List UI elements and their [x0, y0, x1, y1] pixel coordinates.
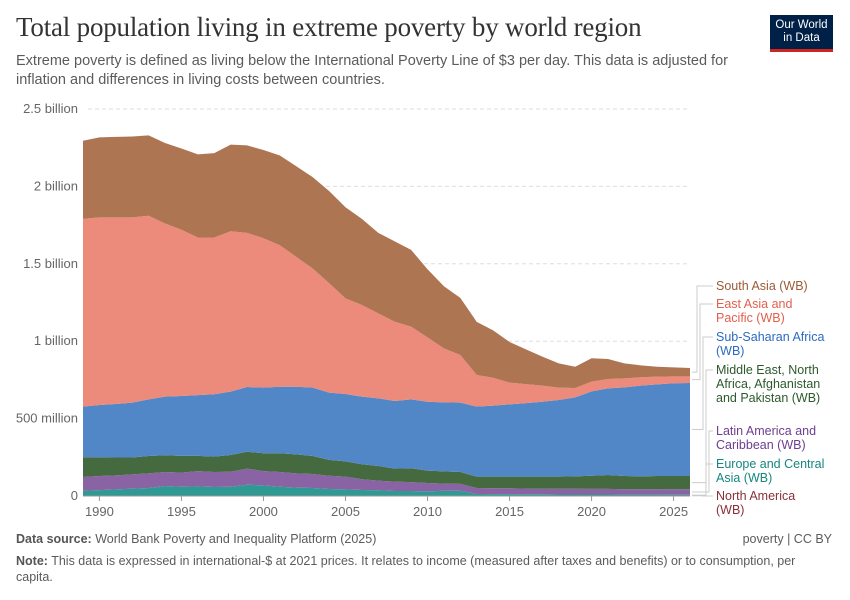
legend-connector — [692, 430, 713, 493]
owid-logo[interactable]: Our World in Data — [770, 15, 833, 52]
legend-label[interactable]: Latin America and Caribbean (WB) — [716, 424, 816, 452]
area-sub-saharan-africa-wb — [83, 382, 690, 477]
x-tick-label: 2005 — [331, 504, 360, 519]
y-tick-label: 0 — [71, 488, 78, 503]
legend-connector — [692, 303, 713, 381]
logo-line-1: Our World — [775, 19, 828, 31]
y-tick-label: 1.5 billion — [23, 256, 78, 271]
legend-connector — [692, 336, 713, 431]
x-tick-label: 2020 — [577, 504, 606, 519]
legend-label[interactable]: Middle East, North Africa, Afghanistan and… — [716, 363, 820, 405]
note-text: This data is expressed in international-… — [16, 554, 796, 584]
chart-subtitle: Extreme poverty is defined as living bel… — [16, 53, 728, 88]
area-east-asia-and-pacific-wb — [83, 215, 690, 407]
y-tick-label: 2.5 billion — [23, 101, 78, 116]
area-europe-and-central-asia-wb — [83, 484, 690, 496]
y-tick-label: 500 million — [16, 411, 78, 426]
area-latin-america-and-caribbean-wb — [83, 468, 690, 495]
y-tick-label: 2 billion — [34, 178, 78, 193]
area-middle-east-north-africa-afghanistan-and-pakistan-wb — [83, 451, 690, 490]
x-tick-label: 2000 — [249, 504, 278, 519]
legend-label[interactable]: Sub-Saharan Africa (WB) — [716, 330, 824, 358]
x-tick-label: 2025 — [659, 504, 688, 519]
logo-line-2: in Data — [783, 32, 820, 44]
x-tick-label: 2010 — [413, 504, 442, 519]
legend-label[interactable]: Europe and Central Asia (WB) — [716, 457, 824, 485]
note-label: Note: — [16, 554, 48, 568]
license[interactable]: poverty | CC BY — [742, 532, 832, 546]
source-label: Data source: — [16, 532, 92, 546]
legend-label[interactable]: South Asia (WB) — [716, 279, 808, 293]
x-tick-label: 2015 — [495, 504, 524, 519]
legend-connector — [692, 285, 713, 373]
area-south-asia-wb — [83, 135, 690, 388]
source-text[interactable]: World Bank Poverty and Inequality Platfo… — [95, 532, 377, 546]
x-tick-label: 1990 — [85, 504, 114, 519]
legend-label[interactable]: East Asia and Pacific (WB) — [716, 297, 792, 325]
legend-connector — [692, 369, 713, 484]
x-tick-label: 1995 — [167, 504, 196, 519]
chart-title: Total population living in extreme pover… — [16, 12, 642, 42]
data-source: Data source: World Bank Poverty and Ineq… — [16, 532, 376, 546]
legend-connector — [692, 463, 713, 496]
legend-label[interactable]: North America (WB) — [716, 489, 795, 517]
note: Note: This data is expressed in internat… — [16, 553, 826, 585]
y-tick-label: 1 billion — [34, 333, 78, 348]
